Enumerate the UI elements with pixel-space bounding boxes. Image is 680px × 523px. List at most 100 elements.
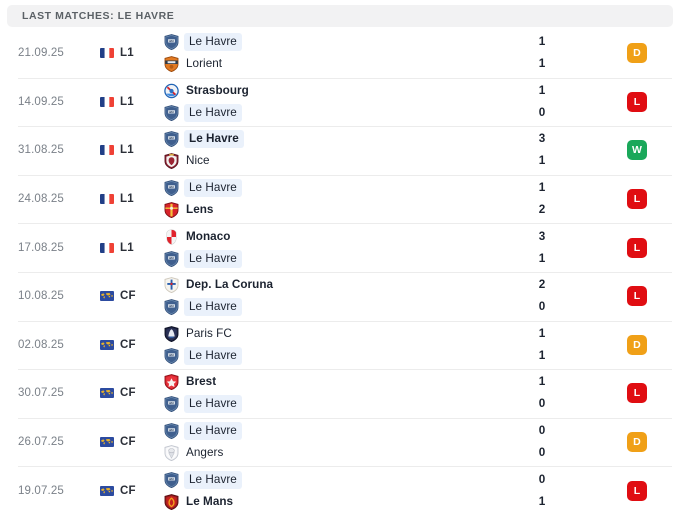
team-name: Le Havre [184,103,242,122]
competition-cell[interactable]: L1 [100,96,162,108]
teams-cell: HAC Le Havre Lens [162,179,482,219]
result-cell: L [602,286,672,307]
page-title: LAST MATCHES: LE HAVRE [22,10,175,22]
competition-label: L1 [120,47,134,60]
teams-cell: Paris FC HAC Le Havre [162,325,482,365]
team-line[interactable]: Dep. La Coruna [164,277,482,294]
match-row[interactable]: 10.08.25 CF Dep. La Coruna HAC Le Havre 2 0 L [0,271,680,321]
team-line[interactable]: HAC Le Havre [164,103,482,122]
competition-cell[interactable]: CF [100,436,162,448]
team-line[interactable]: Nice [164,153,482,170]
match-row[interactable]: 30.07.25 CF Brest HAC Le Havre 1 0 L [0,369,680,418]
team-name: Le Havre [184,395,242,414]
team-line[interactable]: HAC Le Havre [164,470,482,489]
le-havre-crest-icon: HAC [164,423,179,440]
le-havre-crest-icon: HAC [164,34,179,51]
status-badge: D [627,43,647,64]
team-line[interactable]: HAC Le Havre [164,249,482,268]
match-date: 19.07.25 [18,484,64,497]
teams-cell: Brest HAC Le Havre [162,374,482,414]
home-score: 3 [538,229,546,243]
match-date: 02.08.25 [18,338,64,351]
team-line[interactable]: Brest [164,374,482,391]
nice-crest-icon [164,153,179,170]
match-row[interactable]: 14.09.25 L1 Strasbourg HAC Le Havre 1 0 L [0,77,680,127]
status-badge: L [627,286,647,307]
team-name: Brest [186,375,217,389]
team-line[interactable]: Paris FC [164,325,482,342]
status-badge: L [627,91,647,112]
svg-text:HAC: HAC [169,110,175,114]
team-line[interactable]: Lens [164,202,482,219]
competition-label: CF [120,290,136,303]
le-havre-crest-icon: HAC [164,396,179,413]
competition-cell[interactable]: CF [100,339,162,351]
team-line[interactable]: HAC Le Havre [164,179,482,198]
team-line[interactable]: HAC Le Havre [164,130,482,149]
home-score: 3 [538,132,546,146]
home-score: 1 [538,326,546,340]
status-badge: D [627,432,647,453]
team-line[interactable]: Angers [164,445,482,462]
team-name: Angers [186,446,224,460]
match-date: 30.07.25 [18,387,64,400]
competition-label: CF [120,484,136,497]
team-line[interactable]: HAC Le Havre [164,422,482,441]
competition-cell[interactable]: L1 [100,242,162,254]
team-line[interactable]: Lorient [164,56,482,73]
home-score: 0 [538,424,546,438]
result-cell: D [602,43,672,64]
match-row[interactable]: 24.08.25 L1 HAC Le Havre Lens 1 2 L [0,174,680,224]
away-score: 1 [538,57,546,71]
team-name: Le Havre [184,422,242,441]
deportivo-crest-icon [164,277,179,294]
status-badge: L [627,189,647,210]
result-cell: L [602,383,672,404]
team-line[interactable]: HAC Le Havre [164,298,482,317]
match-row[interactable]: 26.07.25 CF HAC Le Havre Angers 0 0 D [0,417,680,467]
competition-label: L1 [120,95,134,108]
match-row[interactable]: 31.08.25 L1 HAC Le Havre Nice 3 1 W [0,126,680,175]
result-cell: L [602,189,672,210]
home-score: 1 [538,181,546,195]
result-cell: D [602,334,672,355]
match-row[interactable]: 21.09.25 L1 HAC Le Havre Lorient 1 1 D [0,29,680,78]
competition-cell[interactable]: L1 [100,47,162,59]
angers-crest-icon [164,445,179,462]
team-line[interactable]: Strasbourg [164,83,482,99]
match-date: 17.08.25 [18,241,64,254]
competition-cell[interactable]: L1 [100,144,162,156]
competition-cell[interactable]: CF [100,290,162,302]
status-badge: L [627,237,647,258]
team-line[interactable]: HAC Le Havre [164,395,482,414]
le-havre-crest-icon: HAC [164,347,179,364]
away-score: 2 [538,203,546,217]
match-row[interactable]: 17.08.25 L1 Monaco HAC Le Havre 3 1 L [0,223,680,272]
competition-cell[interactable]: CF [100,387,162,399]
section-header: LAST MATCHES: LE HAVRE [7,5,673,27]
competition-label: CF [120,338,136,351]
competition-label: L1 [120,144,134,157]
team-line[interactable]: HAC Le Havre [164,346,482,365]
competition-label: L1 [120,193,134,206]
teams-cell: HAC Le Havre Angers [162,422,482,462]
team-name: Le Havre [184,33,242,52]
competition-cell[interactable]: L1 [100,193,162,205]
france-flag-icon [100,242,114,253]
team-line[interactable]: HAC Le Havre [164,33,482,52]
team-line[interactable]: Monaco [164,229,482,245]
world-flag-icon [100,388,114,399]
teams-cell: Strasbourg HAC Le Havre [162,83,482,122]
match-row[interactable]: 02.08.25 CF Paris FC HAC Le Havre 1 1 D [0,320,680,370]
match-row[interactable]: 19.07.25 CF HAC Le Havre Le Mans 0 1 L [0,466,680,515]
status-badge: L [627,383,647,404]
france-flag-icon [100,96,114,107]
team-name: Strasbourg [186,83,249,97]
result-cell: L [602,237,672,258]
team-line[interactable]: Le Mans [164,493,482,510]
away-score: 1 [538,348,546,362]
competition-cell[interactable]: CF [100,485,162,497]
